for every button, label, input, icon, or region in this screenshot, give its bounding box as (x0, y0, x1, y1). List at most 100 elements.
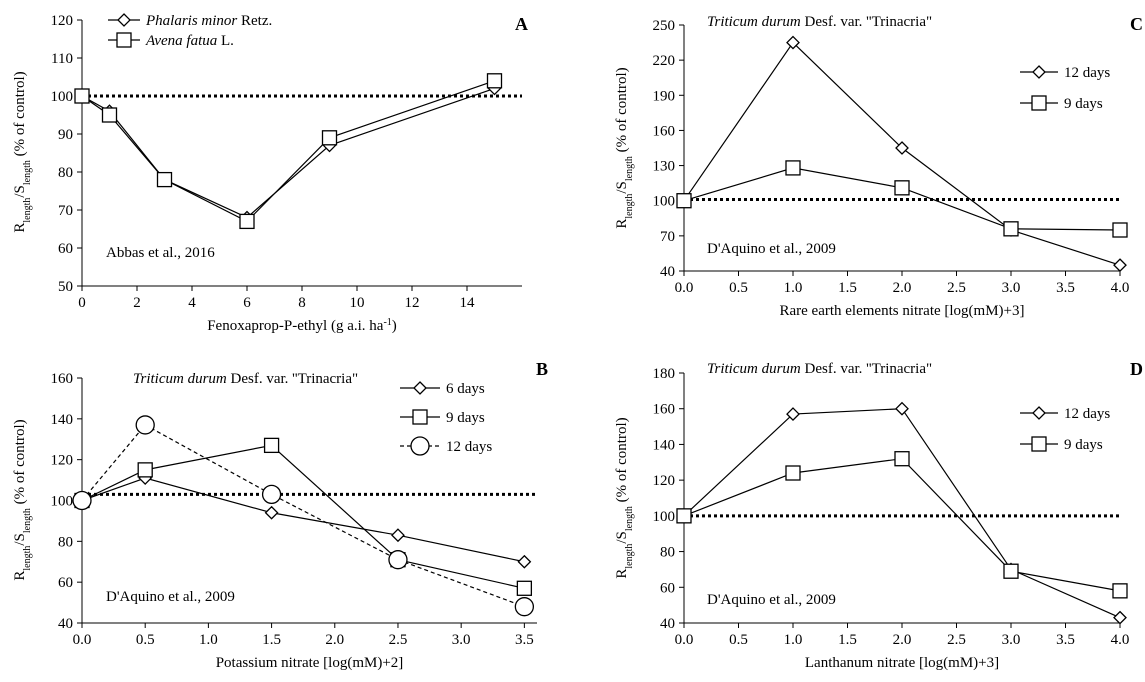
panel-c-series-1-point (1112, 222, 1128, 238)
panel-a-y-tick-label: 50 (58, 279, 73, 295)
panel-b-legend-label: 9 days (446, 410, 485, 426)
panel-c-x-tick-label: 0.0 (675, 280, 694, 296)
panel-b-legend-marker (412, 409, 428, 425)
panel-a: A 50 60 70 80 90 100 110 120 0 2 4 6 8 10 12 14 Fenoxapr… (12, 13, 528, 334)
panel-d-x-axis-label: Lanthanum nitrate [log(mM)+3] (805, 655, 999, 671)
panel-a-series-1-point (239, 213, 255, 230)
panel-c-series-1-point (785, 160, 801, 176)
panel-b-annotation: D'Aquino et al., 2009 (106, 589, 235, 605)
panel-b-title: Triticum durum Desf. var. ''Trinacria" (133, 371, 358, 387)
panel-b-series-0-point (264, 505, 279, 520)
panel-c-x-tick-label: 4.0 (1111, 280, 1130, 296)
panel-c-series-1-point (894, 180, 910, 196)
panel-a-x-tick-label: 6 (243, 295, 251, 311)
panel-a-x-tick-label: 10 (350, 295, 365, 311)
panel-a-x-tick-label: 2 (133, 295, 141, 311)
panel-a-series-1-point (321, 130, 338, 146)
panel-c-y-tick-label: 190 (653, 88, 676, 104)
panel-c-series-1-point (676, 193, 692, 209)
panel-a-series-1-point (486, 73, 503, 89)
panel-d-annotation: D'Aquino et al., 2009 (707, 592, 836, 608)
panel-c-legend-label: 12 days (1064, 65, 1110, 81)
panel-a-y-tick-label: 120 (51, 13, 74, 29)
panel-b-series-1-point (137, 462, 153, 478)
panel-b-x-tick-label: 0.5 (136, 632, 155, 648)
panel-b: B 40 60 80 100 120 140 160 0.0 0.5 1.0 1.5 2.0 2.5 3.… (12, 359, 548, 671)
panel-d-x-tick-label: 0.0 (675, 632, 694, 648)
panel-a-series-1-point (156, 171, 173, 188)
panel-d-x-tick-label: 0.5 (729, 632, 748, 648)
panel-b-x-tick-label: 3.0 (452, 632, 471, 648)
panel-d-series-1-point (676, 508, 692, 524)
panel-b-x-tick-label: 2.0 (325, 632, 344, 648)
panel-b-series-1-point (263, 437, 280, 454)
panel-c-y-tick-label: 70 (660, 229, 675, 245)
panel-d-y-tick-label: 40 (660, 616, 675, 632)
panel-a-series-1-line (81, 80, 495, 223)
panel-b-series-0-line (81, 477, 525, 563)
panel-d-y-tick-label: 180 (653, 366, 676, 382)
panel-b-series-1-point (516, 580, 533, 596)
panel-d-series-1-point (785, 465, 801, 481)
panel-c-series-1-point (1003, 221, 1019, 237)
panel-b-x-tick-label: 1.5 (262, 632, 281, 648)
panel-d-x-tick-label: 3.5 (1056, 632, 1075, 648)
panel-d-x-tick-label: 1.0 (784, 632, 803, 648)
panel-b-y-tick-label: 60 (58, 575, 73, 591)
panel-a-y-tick-label: 100 (51, 89, 74, 105)
panel-c-series-0-point (786, 35, 800, 50)
panel-b-series-2-point (514, 597, 535, 617)
panel-b-plot: 40 60 80 100 120 140 160 0.0 0.5 1.0 1.5 2.0 2.5 3.0 3… (12, 371, 537, 671)
panel-d-legend-marker (1032, 406, 1046, 420)
panel-a-series-0-line (81, 87, 495, 219)
panel-c-y-tick-label: 40 (660, 264, 675, 280)
panel-d-legend-label: 9 days (1064, 437, 1103, 453)
panel-b-x-tick-label: 1.0 (199, 632, 218, 648)
panel-d-plot: 40 60 80 100 120 140 160 180 0.0 0.5 1.0 1.5 2.0 2.5 3… (614, 361, 1129, 671)
panel-c: C 40 70 100 130 160 190 220 250 0.0 0.5 1.0 1.5 2.0 2… (614, 14, 1143, 319)
panel-c-legend-label: 9 days (1064, 96, 1103, 112)
panel-c-x-tick-label: 3.5 (1056, 280, 1075, 296)
panel-c-x-tick-label: 0.5 (729, 280, 748, 296)
panel-b-legend-label: 6 days (446, 381, 485, 397)
panel-b-y-tick-label: 40 (58, 616, 73, 632)
panel-b-y-tick-label: 80 (58, 534, 73, 550)
panel-b-y-tick-label: 140 (51, 412, 74, 428)
panel-b-y-axis-label: Rlength/Slength (% of control) (12, 419, 33, 580)
panel-b-legend-marker (413, 381, 427, 395)
panel-d-x-tick-label: 4.0 (1111, 632, 1130, 648)
panel-a-y-tick-label: 60 (58, 241, 73, 257)
panel-b-x-tick-label: 0.0 (73, 632, 92, 648)
panel-a-legend-label: Avena fatua L. (145, 33, 234, 49)
panel-a-x-tick-label: 4 (188, 295, 196, 311)
panel-d-y-tick-label: 60 (660, 580, 675, 596)
panel-c-annotation: D'Aquino et al., 2009 (707, 241, 836, 257)
panel-a-x-axis-label: Fenoxaprop-P-ethyl (g a.i. ha-1) (207, 317, 397, 335)
panel-a-x-tick-label: 14 (460, 295, 476, 311)
panel-c-x-tick-label: 1.0 (784, 280, 803, 296)
panel-a-legend-label: Phalaris minor Retz. (145, 13, 272, 29)
panel-d-x-tick-label: 2.0 (893, 632, 912, 648)
panel-c-y-axis-label: Rlength/Slength (% of control) (614, 67, 635, 228)
panel-d-series-1-line (683, 458, 1121, 592)
panel-b-x-tick-label: 2.5 (389, 632, 408, 648)
panel-a-series-1-point (101, 107, 118, 123)
panel-letter-d: D (1130, 359, 1143, 379)
panel-a-y-tick-label: 90 (58, 127, 73, 143)
panel-d-series-0-point (895, 401, 909, 416)
panel-c-y-tick-label: 220 (653, 53, 676, 69)
panel-d-series-0-line (683, 408, 1121, 619)
panel-c-x-tick-label: 2.5 (947, 280, 966, 296)
panel-letter-b: B (536, 359, 548, 379)
panel-b-y-tick-label: 100 (51, 494, 74, 510)
panel-b-series-2-line (81, 424, 525, 608)
panel-d-y-tick-label: 160 (653, 402, 676, 418)
panel-d-y-tick-label: 100 (653, 509, 676, 525)
panel-b-y-tick-label: 160 (51, 371, 74, 387)
panel-a-x-tick-label: 0 (78, 295, 86, 311)
panel-a-annotation: Abbas et al., 2016 (106, 245, 215, 261)
panel-c-series-0-point (895, 141, 909, 155)
panel-c-y-tick-label: 250 (653, 18, 676, 34)
panel-c-plot: 40 70 100 130 160 190 220 250 0.0 0.5 1.0 1.5 2.0 2.5… (614, 14, 1129, 319)
